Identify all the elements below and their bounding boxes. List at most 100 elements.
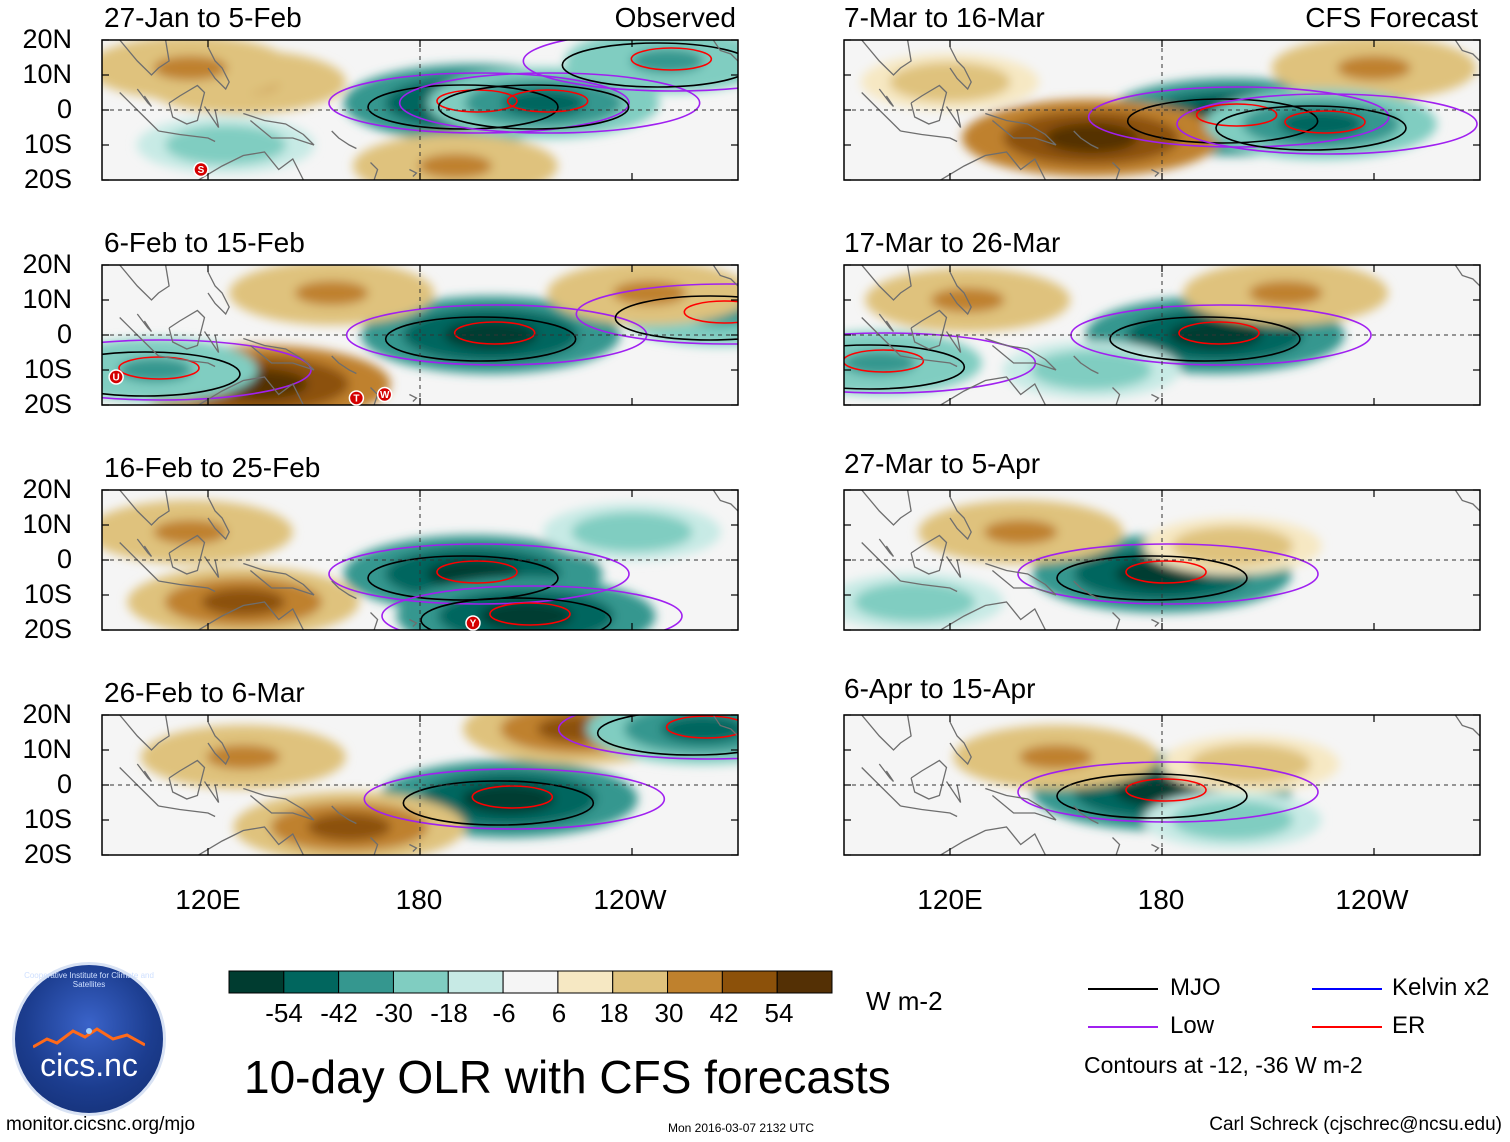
low-contour	[328, 72, 630, 134]
anomaly-core	[1044, 123, 1138, 153]
olr-panel-0	[102, 40, 738, 180]
mjo-contour	[384, 316, 577, 362]
panel-title: 27-Jan to 5-Feb	[104, 2, 302, 33]
coastline	[945, 556, 962, 578]
author-credit: Carl Schreck (cjschrec@ncsu.edu)	[1209, 1114, 1502, 1135]
er-contour	[1178, 321, 1260, 345]
coastline	[409, 168, 418, 177]
coastline	[119, 767, 159, 807]
er-contour	[118, 356, 200, 380]
anomaly-core	[307, 813, 392, 841]
coastline	[331, 580, 357, 600]
coastline	[712, 490, 738, 512]
anomaly-core	[153, 55, 228, 81]
lat-label: 10N	[22, 284, 72, 314]
timestamp: Mon 2016-03-07 2132 UTC	[668, 1121, 815, 1135]
colorbar-tick: 54	[764, 998, 794, 1028]
lat-label: 20S	[23, 839, 72, 869]
coastline	[939, 601, 1047, 630]
coastline	[878, 538, 895, 557]
anomaly-core	[206, 744, 281, 770]
coastline	[900, 580, 958, 593]
website-link[interactable]: monitor.cicsnc.org/mjo	[6, 1114, 196, 1135]
coastline	[939, 376, 1047, 405]
coastline	[985, 112, 1057, 146]
low-contour	[1176, 93, 1478, 155]
storm-marker-label: S	[198, 165, 205, 176]
coastline	[949, 46, 972, 91]
er-contour	[471, 785, 554, 809]
coastline	[945, 781, 962, 803]
low-contour	[557, 715, 738, 760]
coastline	[243, 562, 315, 596]
coastline	[119, 92, 159, 132]
mjo-contour	[402, 780, 595, 826]
panel-title: 17-Mar to 26-Mar	[844, 227, 1061, 258]
anomaly-core	[917, 71, 983, 93]
anomaly-core	[153, 519, 228, 545]
coastline	[203, 106, 220, 128]
coastline	[136, 538, 153, 557]
coastline	[243, 787, 315, 821]
coastline	[861, 317, 901, 357]
coastline	[197, 151, 305, 180]
legend-note: Contours at -12, -36 W m-2	[1084, 1052, 1363, 1078]
lat-label: 0	[56, 319, 72, 349]
coastline	[370, 162, 379, 180]
coastline	[1454, 40, 1480, 62]
coastline	[409, 618, 418, 627]
mjo-contour	[614, 295, 738, 341]
storm-marker	[376, 386, 393, 403]
storm-marker-label: U	[113, 373, 120, 384]
mjo-contour	[1126, 98, 1319, 144]
mjo-contour	[844, 344, 966, 390]
anomaly-core	[294, 280, 369, 306]
coastline	[409, 393, 418, 402]
coastline	[168, 534, 206, 575]
figure-title: 10-day OLR with CFS forecasts	[244, 1051, 891, 1103]
logo-arc-text: Cooperative Institute for Climate and Sa…	[24, 971, 154, 989]
lat-label: 10N	[22, 734, 72, 764]
storm-marker-label: Y	[470, 619, 477, 630]
legend-label-low: Low	[1170, 1012, 1215, 1039]
colorbar-tick: -6	[492, 998, 516, 1028]
coastline	[207, 496, 230, 541]
coastline	[900, 130, 958, 143]
coastline	[1073, 130, 1099, 150]
coastline	[1454, 715, 1480, 737]
coastline	[207, 721, 230, 766]
coastline	[1151, 168, 1160, 177]
mjo-contour	[437, 84, 630, 130]
logo-mountain-icon	[33, 1027, 145, 1049]
legend-label-er: ER	[1392, 1012, 1426, 1039]
anomaly-core	[1019, 744, 1093, 770]
coastline	[900, 805, 958, 818]
coastline	[168, 309, 206, 350]
storm-marker-label: W	[380, 390, 390, 401]
colorbar-tick: -18	[430, 998, 468, 1028]
coastline	[712, 265, 738, 287]
coastline	[370, 837, 379, 855]
coastline	[1454, 265, 1480, 287]
colorbar-tick: -30	[375, 998, 413, 1028]
coastline	[861, 715, 912, 751]
coastline	[158, 130, 216, 143]
coastline	[985, 562, 1057, 596]
legend-line-low	[1088, 1026, 1158, 1028]
coastline	[168, 84, 206, 125]
coastline	[197, 376, 305, 405]
anomaly-core	[118, 357, 192, 383]
coastline	[331, 355, 357, 375]
coastline	[168, 759, 206, 800]
anomaly-core	[882, 591, 947, 613]
coastline	[878, 88, 895, 107]
lat-label: 20N	[22, 249, 72, 279]
colorbar-swatch	[612, 970, 669, 994]
colorbar-swatch	[776, 970, 833, 994]
low-contour	[328, 543, 630, 605]
coastline	[203, 331, 220, 353]
coastline	[861, 265, 912, 301]
olr-panel-5	[844, 265, 1480, 405]
anomaly-core	[201, 588, 286, 616]
low-contour	[102, 339, 312, 401]
